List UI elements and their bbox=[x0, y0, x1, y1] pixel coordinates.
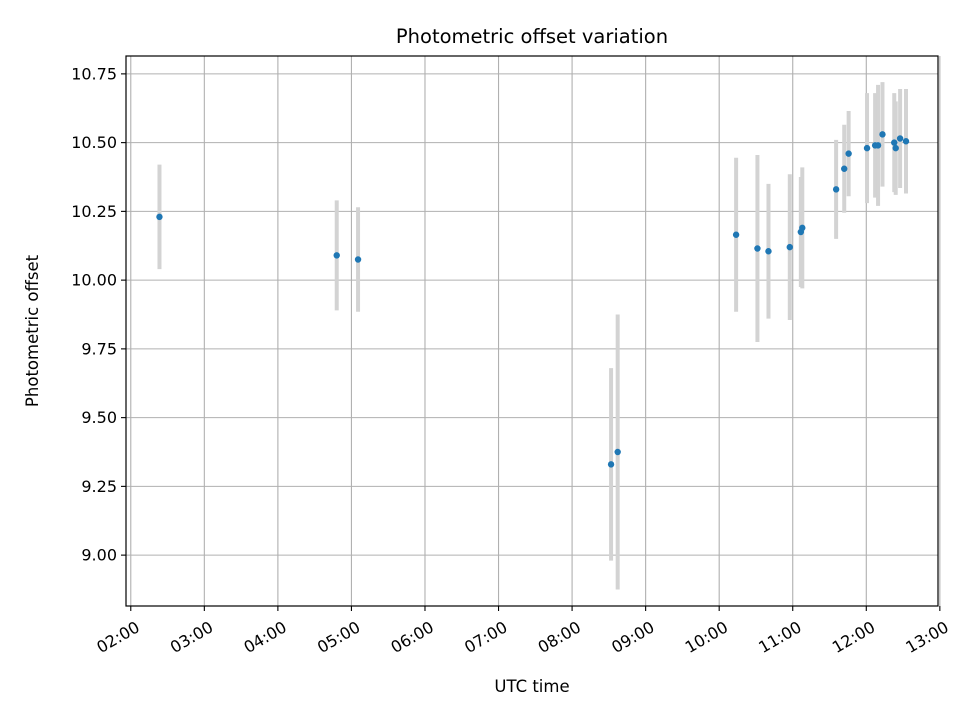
chart-title: Photometric offset variation bbox=[396, 25, 668, 48]
data-points bbox=[156, 131, 910, 468]
y-tick-label: 10.75 bbox=[71, 64, 117, 83]
data-point bbox=[754, 245, 761, 252]
data-point bbox=[765, 248, 772, 255]
data-point bbox=[354, 256, 362, 263]
data-point bbox=[333, 252, 340, 259]
data-point bbox=[874, 142, 882, 149]
y-tick-label: 10.50 bbox=[71, 133, 117, 152]
data-point bbox=[799, 224, 806, 232]
data-point bbox=[841, 165, 848, 172]
plot-frame bbox=[125, 55, 939, 607]
data-point bbox=[156, 213, 163, 221]
data-point bbox=[845, 150, 852, 157]
data-point bbox=[891, 139, 898, 146]
data-point bbox=[607, 461, 615, 468]
y-tick-label: 9.00 bbox=[81, 546, 117, 565]
y-tick-label: 10.25 bbox=[71, 202, 117, 221]
x-axis-label: UTC time bbox=[494, 677, 569, 696]
data-point bbox=[732, 231, 740, 238]
data-point bbox=[863, 144, 871, 152]
y-tick-label: 9.25 bbox=[81, 477, 117, 496]
data-point bbox=[892, 144, 899, 152]
y-tick-label: 9.75 bbox=[81, 339, 117, 358]
y-axis-ticks: 9.00 9.25 9.50 9.75 10.00 10.25 10.50 10.75 bbox=[71, 64, 126, 565]
data-point bbox=[896, 135, 904, 142]
data-point bbox=[832, 186, 840, 193]
data-point bbox=[614, 448, 621, 456]
y-tick-label: 9.50 bbox=[81, 408, 117, 427]
y-axis-label: Photometric offset bbox=[23, 254, 42, 407]
data-point bbox=[879, 131, 886, 138]
y-tick-label: 10.00 bbox=[71, 271, 117, 290]
data-point bbox=[786, 243, 793, 251]
data-point bbox=[902, 138, 910, 145]
